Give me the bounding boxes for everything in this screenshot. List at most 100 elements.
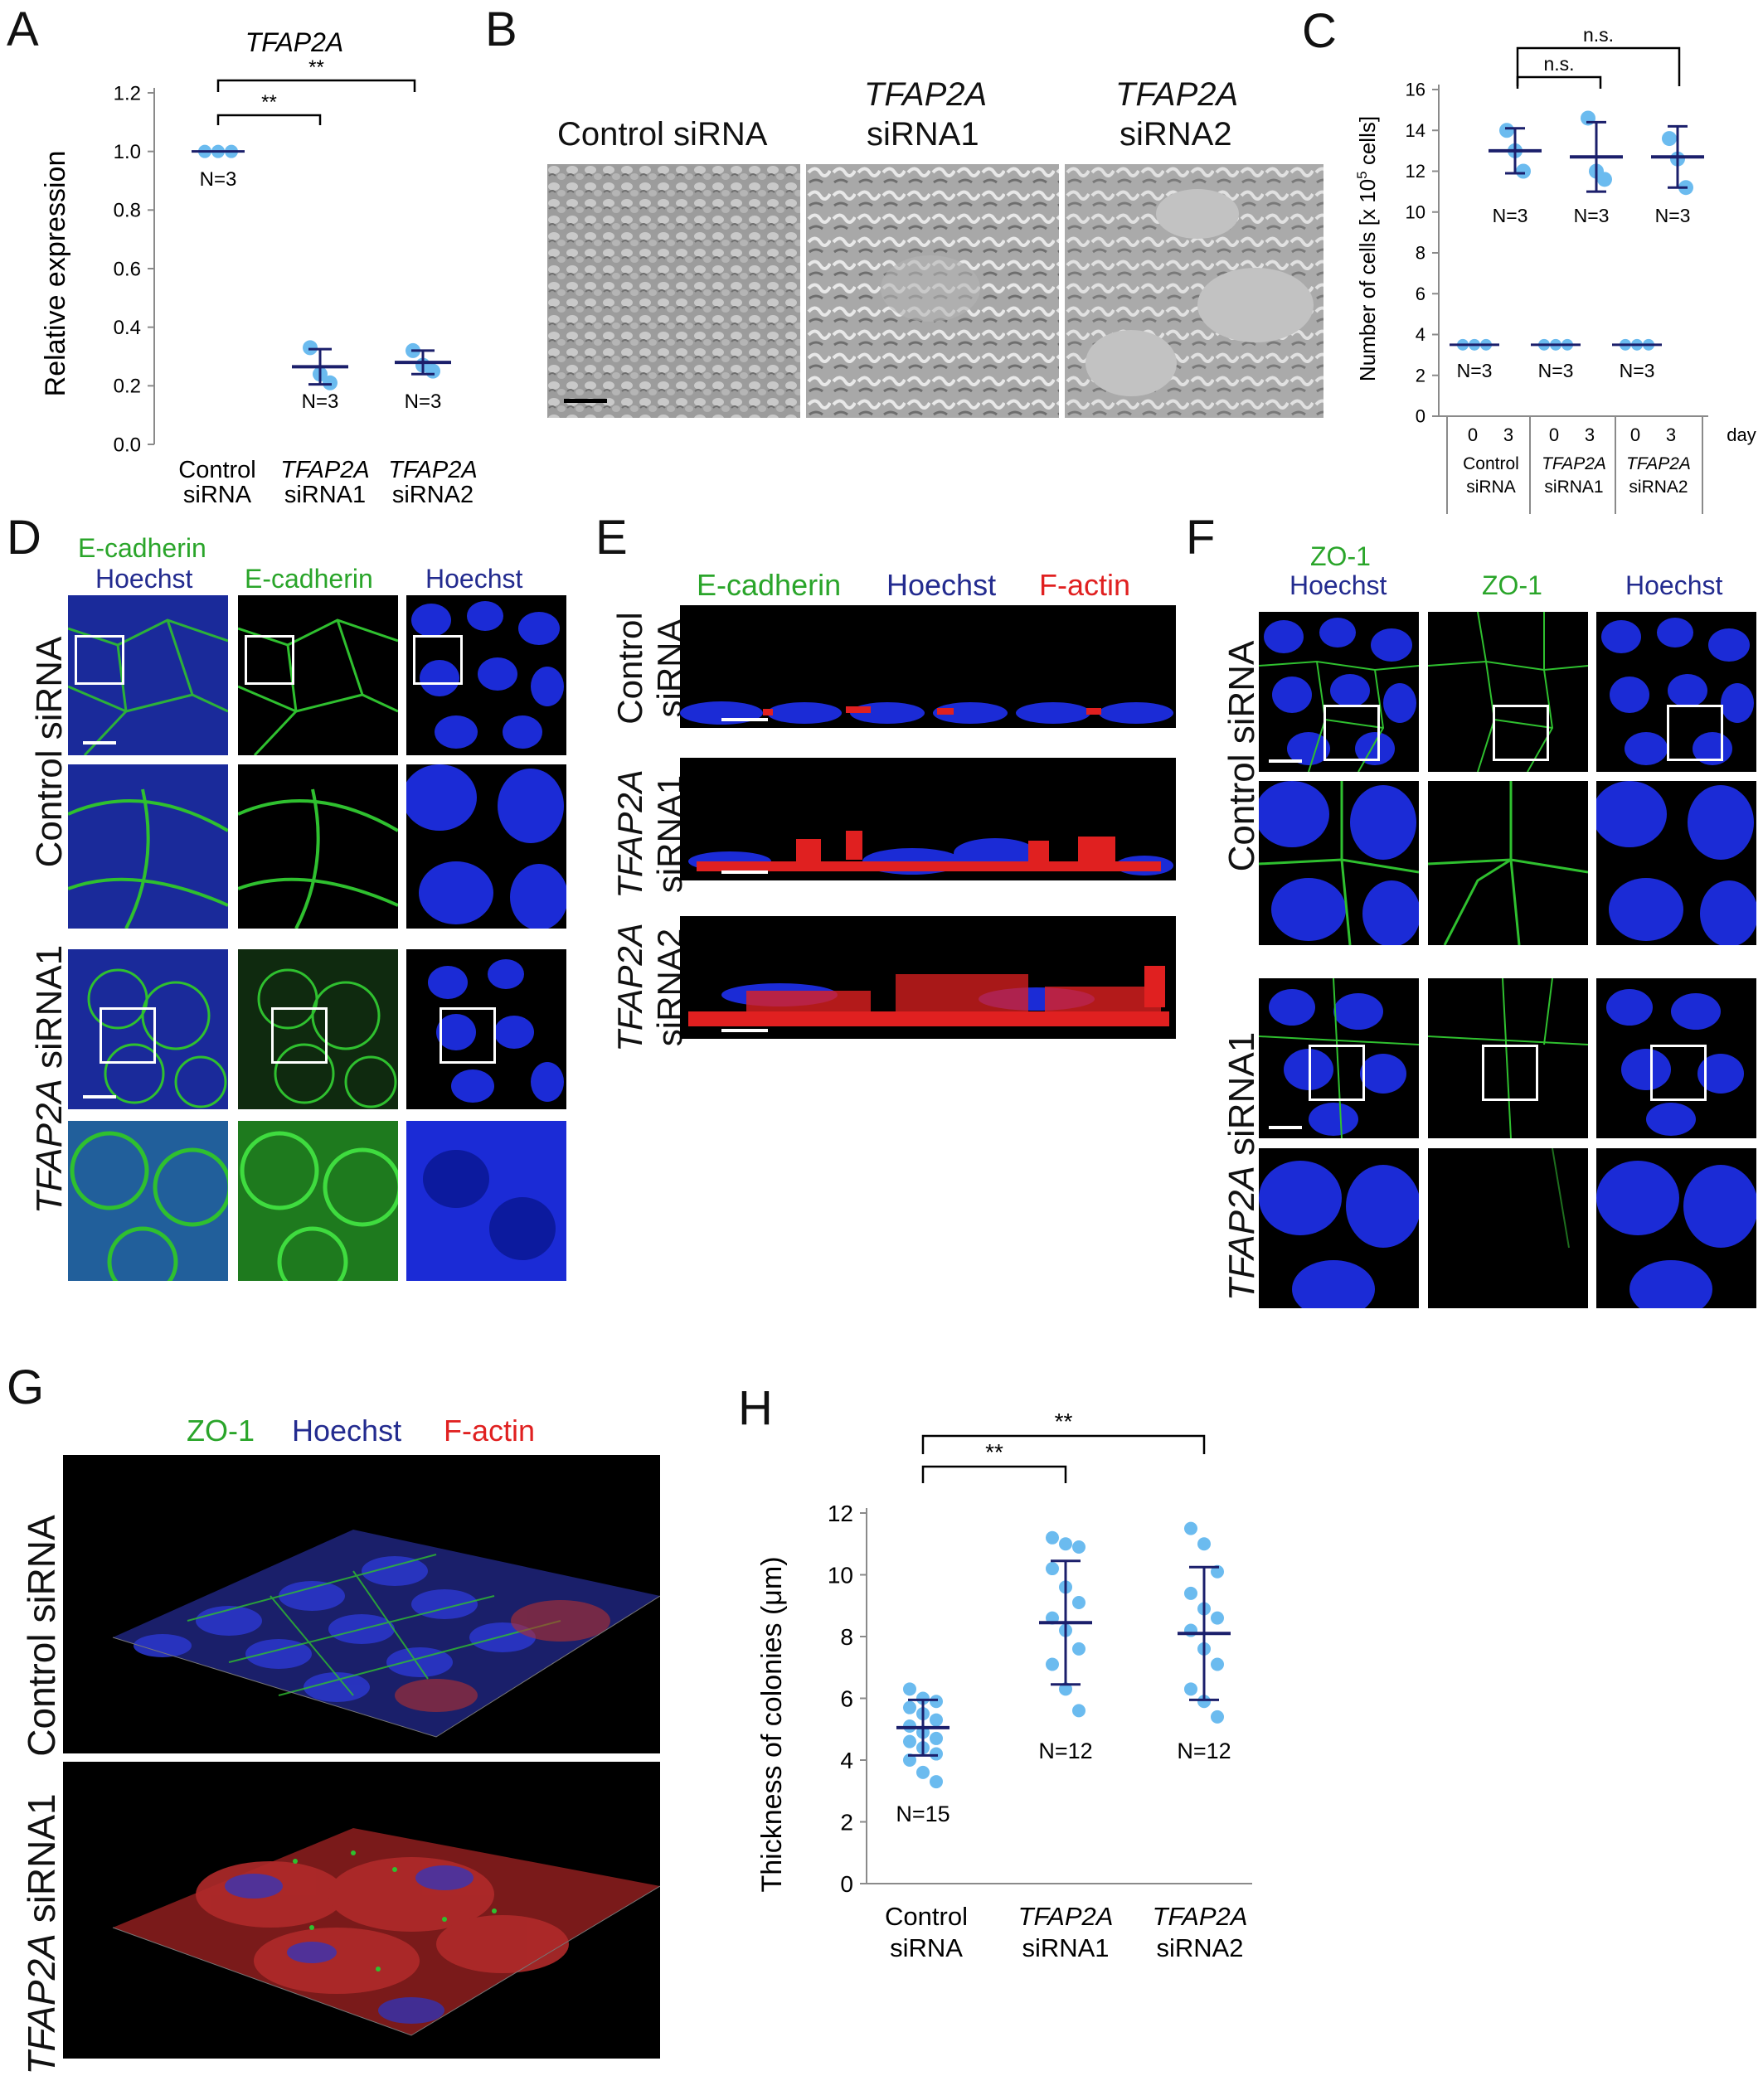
panel-c-sig-0-label: n.s. <box>1543 53 1574 75</box>
panel-a-chart: TFAP2A Relative expression 0.0 0.2 0.4 0.6 0… <box>40 27 478 508</box>
d-ctrl-hoechst <box>406 595 566 755</box>
panel-h-g2-point-10 <box>1197 1695 1211 1709</box>
panel-c-n-day3-0: N=3 <box>1493 205 1528 226</box>
panel-g-header-hoechst: Hoechst <box>292 1414 402 1448</box>
panel-c-chart: Number of cells [x 105 cells] 0 2 4 6 8 10 12 1… <box>1354 24 1756 514</box>
panel-c-day-tick-1-1: 3 <box>1585 424 1595 445</box>
panel-a-ytick-label-6: 1.2 <box>114 82 141 104</box>
panel-a-g1-point-0 <box>303 340 318 356</box>
panel-c-ylabel: Number of cells [x 105 cells] <box>1354 116 1380 381</box>
panel-h-g0-point-5 <box>930 1713 943 1727</box>
panel-c-sig-1-label: n.s. <box>1583 24 1614 46</box>
panel-label-f: F <box>1186 511 1216 565</box>
panel-c-n-day0-2: N=3 <box>1620 360 1655 381</box>
panel-f-header-merge-2: Hoechst <box>1289 570 1387 600</box>
panel-f-header-hoechst: Hoechst <box>1625 570 1723 600</box>
panel-a-ytick-label-4: 0.8 <box>114 200 141 222</box>
panel-h-ytick-label-1: 2 <box>840 1809 853 1835</box>
panel-c-ytick-label-4: 8 <box>1416 243 1425 264</box>
panel-h-ytick-label-0: 0 <box>840 1871 853 1897</box>
panel-h-g0-point-0 <box>903 1682 916 1696</box>
panel-b-label-3b: siRNA2 <box>1119 116 1232 153</box>
panel-g-row-control: Control siRNA <box>20 1515 63 1757</box>
panel-g-header-factin: F-actin <box>444 1414 536 1448</box>
e-sirna2-xz <box>680 916 1176 1039</box>
panel-h-g1-point-9 <box>1046 1657 1059 1671</box>
panel-h-g2-point-9 <box>1184 1682 1197 1696</box>
panel-h-sig-1-bracket <box>921 1434 1206 1454</box>
panel-h-g1-point-2 <box>1072 1540 1085 1554</box>
phase-image-sirna1 <box>806 164 1059 418</box>
panel-b-label-3a: TFAP2A <box>1115 76 1239 113</box>
panel-c-group-label-0-line2: siRNA <box>1466 478 1516 497</box>
panel-c-ytick-label-5: 10 <box>1406 201 1425 222</box>
panel-h-g1-point-8 <box>1072 1642 1085 1656</box>
panel-h-group-label-1-line1: TFAP2A <box>1018 1902 1114 1931</box>
panel-a-group-label-2-line1: TFAP2A <box>388 457 477 483</box>
panel-d-header-hoechst: Hoechst <box>425 564 523 594</box>
panel-e-row1-line1: Control <box>610 612 649 725</box>
panel-a-ytick-label-3: 0.6 <box>114 258 141 280</box>
panel-e-header-hoechst: Hoechst <box>886 568 997 602</box>
panel-h-g1-point-0 <box>1046 1530 1059 1545</box>
f-ctrl-hoechst-zoom <box>1596 781 1756 945</box>
panel-c-group-label-0-line1: Control <box>1463 454 1519 473</box>
panel-h-g2-point-1 <box>1197 1537 1211 1551</box>
panel-c-day-tick-0-1: 3 <box>1503 424 1513 445</box>
panel-d-row-sirna1: TFAP2A siRNA1 <box>29 944 70 1215</box>
panel-c-day3-g0-point-2 <box>1516 163 1531 179</box>
panel-c-day-tick-2-0: 0 <box>1630 424 1640 445</box>
panel-c-sig-1-bracket <box>1516 46 1681 86</box>
panel-c-ytick-label-8: 16 <box>1406 80 1425 100</box>
panel-h-g0-point-12 <box>903 1753 916 1767</box>
panel-h-g1-point-1 <box>1059 1537 1072 1551</box>
f-sirna1-hoechst-zoom <box>1596 1148 1756 1308</box>
f-ctrl-merge-zoom <box>1259 781 1419 945</box>
panel-h-g2-point-3 <box>1184 1586 1197 1600</box>
panel-c-ytick-label-3: 6 <box>1416 284 1425 304</box>
panel-h-sig-1-label: ** <box>1055 1409 1073 1434</box>
d-sirna1-ecad <box>238 949 398 1109</box>
panel-label-c: C <box>1302 4 1337 58</box>
panel-h-ytick-label-4: 8 <box>840 1624 853 1650</box>
panel-a-title: TFAP2A <box>245 27 344 57</box>
panel-b-label-1: Control siRNA <box>557 116 768 153</box>
panel-h-sig-0-label: ** <box>985 1439 1003 1465</box>
d-sirna1-ecad-zoom <box>238 1121 398 1281</box>
panel-c-day3-g2-point-0 <box>1662 131 1677 147</box>
d-sirna1-hoechst <box>406 949 566 1109</box>
panel-c-n-day0-0: N=3 <box>1457 360 1493 381</box>
f-sirna1-merge-zoom <box>1259 1148 1419 1308</box>
f-ctrl-hoechst <box>1596 612 1756 772</box>
panel-c-sig-0-bracket <box>1516 75 1602 89</box>
panel-c-ytick-label-2: 4 <box>1416 324 1425 345</box>
panel-a-ytick-label-2: 0.4 <box>114 317 141 339</box>
panel-h-sig-0-bracket <box>921 1465 1067 1483</box>
panel-h-group-label-2-line2: siRNA2 <box>1156 1933 1243 1962</box>
panel-c-day-tick-2-1: 3 <box>1666 424 1676 445</box>
panel-f-header-zo1: ZO-1 <box>1482 570 1542 600</box>
f-ctrl-zo1-zoom <box>1428 781 1588 945</box>
panel-h-g0-point-2 <box>930 1695 943 1709</box>
panel-h-g0-point-13 <box>916 1765 930 1779</box>
panel-h-g1-point-5 <box>1072 1596 1085 1610</box>
panel-c-ytick-label-1: 2 <box>1416 365 1425 386</box>
e-control-xz <box>680 605 1176 728</box>
panel-a-group-label-0-line2: siRNA <box>183 482 252 508</box>
g-control-3d <box>63 1455 660 1753</box>
panel-a-group-label-1-line2: siRNA1 <box>284 482 366 508</box>
panel-h-g1-point-3 <box>1046 1562 1059 1576</box>
panel-h-ytick-label-6: 12 <box>828 1501 853 1526</box>
panel-e-header-ecad: E-cadherin <box>697 568 842 602</box>
panel-a-sig-1-label: ** <box>308 56 324 79</box>
panel-d-header-ecad: E-cadherin <box>245 564 373 594</box>
panel-d-header-merge-1: E-cadherin <box>78 533 206 563</box>
panel-h-g0-point-3 <box>903 1700 916 1714</box>
e-sirna1-xz <box>680 758 1176 880</box>
panel-c-day-label: day <box>1727 424 1756 445</box>
panel-e-row3-line1: TFAP2A <box>610 923 649 1052</box>
panel-h-g1-point-11 <box>1072 1704 1085 1718</box>
panel-c-n-day3-1: N=3 <box>1574 205 1610 226</box>
f-sirna1-zo1-zoom <box>1428 1148 1588 1308</box>
panel-a-group-label-0-line1: Control <box>178 457 256 483</box>
